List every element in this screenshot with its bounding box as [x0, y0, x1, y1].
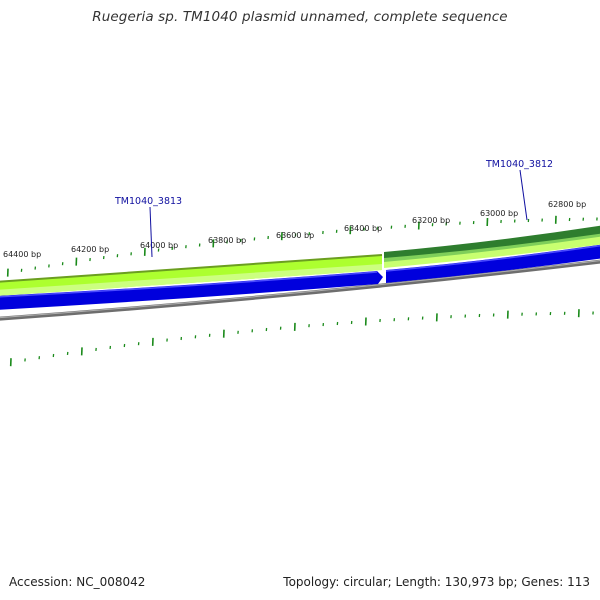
accession-text: Accession: NC_008042 — [9, 575, 146, 589]
scale-label: 64000 bp — [140, 241, 178, 250]
scale-label: 64400 bp — [3, 250, 41, 259]
reverse-strand-arrow-left-highlight — [0, 271, 378, 298]
genome-summary-text: Topology: circular; Length: 130,973 bp; … — [283, 575, 590, 589]
gene-arrow-tm1040-3812-light — [384, 236, 600, 268]
scale-label: 64200 bp — [71, 245, 109, 254]
scale-labels: 64400 bp 64200 bp 64000 bp 63800 bp 6360… — [3, 200, 586, 259]
gene-arrow-tm1040-3813-edge — [0, 254, 383, 283]
scale-label: 63800 bp — [208, 236, 246, 245]
gene-label-tm1040-3812[interactable]: TM1040_3812 — [485, 159, 553, 170]
scale-label: 63600 bp — [276, 231, 314, 240]
map-title: Ruegeria sp. TM1040 plasmid unnamed, com… — [92, 9, 508, 25]
scale-label: 63400 bp — [344, 224, 382, 233]
inner-gc-ticks — [9, 309, 594, 367]
gene-label-leader-tm1040-3813 — [149, 206, 153, 258]
outer-scale-ticks — [6, 215, 598, 277]
gene-labels: TM1040_3813 TM1040_3812 — [114, 159, 553, 258]
reverse-strand-arrow-right[interactable] — [386, 244, 600, 283]
backbone-ring-highlight — [0, 260, 600, 319]
gene-label-tm1040-3813[interactable]: TM1040_3813 — [114, 196, 182, 207]
backbone-ring — [0, 259, 600, 321]
feature-tracks — [0, 225, 600, 321]
scale-label: 62800 bp — [548, 200, 586, 209]
scale-label: 63000 bp — [480, 209, 518, 218]
scale-label: 63200 bp — [412, 216, 450, 225]
gene-label-leader-tm1040-3812 — [519, 169, 528, 221]
reverse-strand-arrow-right-highlight — [385, 244, 600, 272]
reverse-strand-arrow-left[interactable] — [0, 271, 383, 310]
gene-arrow-tm1040-3813-shade — [0, 264, 382, 296]
